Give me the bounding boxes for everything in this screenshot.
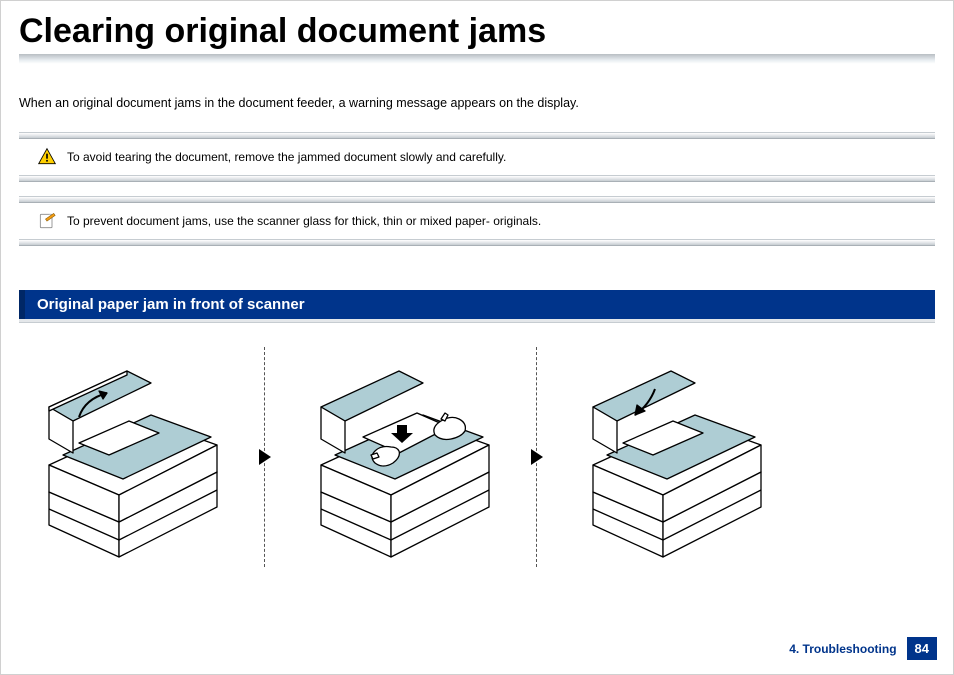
section-heading: Original paper jam in front of scanner [19, 290, 935, 319]
section-heading-wrap: Original paper jam in front of scanner [19, 290, 935, 323]
page-footer: 4. Troubleshooting 84 [789, 637, 937, 660]
callout-bar-bottom [19, 239, 935, 246]
figure-step-2 [291, 347, 511, 567]
intro-text: When an original document jams in the do… [19, 96, 935, 110]
footer-page-number: 84 [907, 637, 937, 660]
callout-bar-bottom [19, 175, 935, 182]
callout-warning: To avoid tearing the document, remove th… [19, 132, 935, 182]
callout-bar-top [19, 132, 935, 139]
note-icon [37, 211, 57, 231]
section-heading-underline [19, 319, 935, 323]
chevron-right-icon [529, 447, 545, 467]
callout-text: To avoid tearing the document, remove th… [67, 150, 506, 164]
callout-bar-top [19, 196, 935, 203]
figure-step-1 [19, 347, 239, 567]
figure-row [19, 347, 935, 567]
chevron-right-icon [257, 447, 273, 467]
page-title: Clearing original document jams [19, 13, 935, 50]
figure-step-3 [563, 347, 783, 567]
callout-note: To prevent document jams, use the scanne… [19, 196, 935, 246]
footer-chapter: 4. Troubleshooting [789, 642, 896, 656]
step-separator [515, 347, 559, 567]
title-underline [19, 54, 935, 68]
callout-text: To prevent document jams, use the scanne… [67, 214, 541, 228]
warning-icon [37, 147, 57, 167]
step-separator [243, 347, 287, 567]
